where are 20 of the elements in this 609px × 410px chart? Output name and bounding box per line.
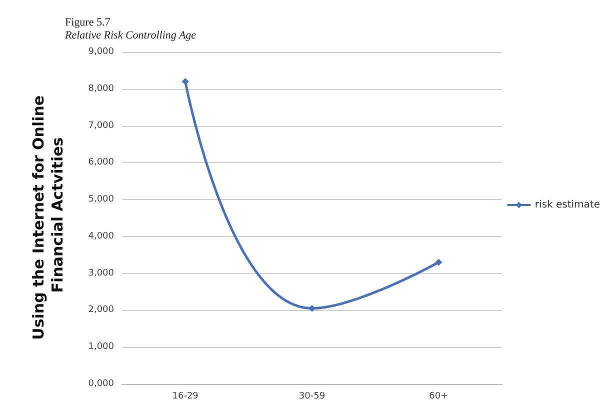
y-tick-label: 7,000 xyxy=(88,120,114,131)
y-tick-label: 6,000 xyxy=(88,158,114,168)
y-tick-label: 8,000 xyxy=(88,84,114,94)
chart-title: Figure 5.7 xyxy=(65,16,111,28)
y-tick-label: 1,000 xyxy=(88,342,114,352)
legend-label: risk estimate xyxy=(534,200,600,210)
point xyxy=(308,304,316,312)
y-tick-label: 3,000 xyxy=(88,268,114,278)
y-tick-label: 5,000 xyxy=(88,194,114,205)
y-tick-label: 2,000 xyxy=(88,305,114,316)
point xyxy=(435,258,442,266)
y-tick-label: 4,000 xyxy=(88,231,114,242)
point xyxy=(182,78,189,86)
y-axis-title: Using the Internet for Online Financial Actvities xyxy=(30,90,66,340)
x-tick-label: 30-59 xyxy=(298,392,326,402)
y-tick-label: 0,000 xyxy=(88,379,114,389)
chart-subtitle: Relative Risk Controlling Age xyxy=(64,30,196,42)
x-tick-label: 16-29 xyxy=(172,392,199,402)
x-tick-label: 60+ xyxy=(429,392,448,402)
y-tick-label: 9,000 xyxy=(88,47,114,57)
